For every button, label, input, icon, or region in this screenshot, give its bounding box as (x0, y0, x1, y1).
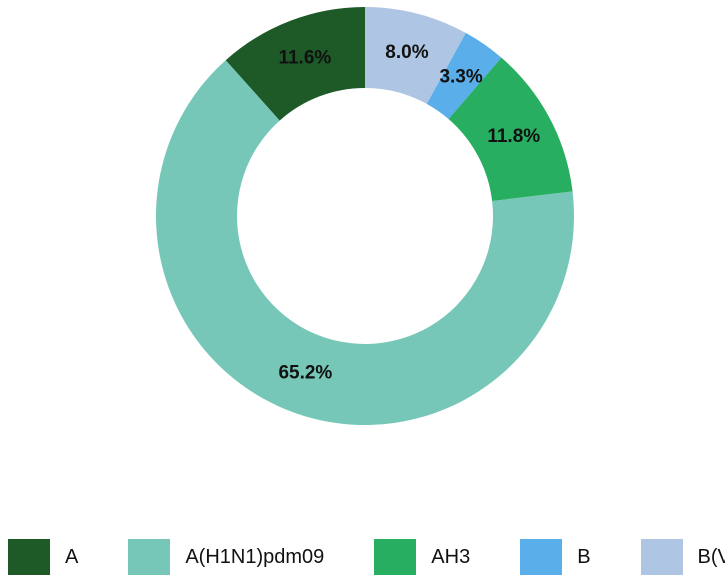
slice (448, 57, 573, 201)
value-label: 65.2% (278, 363, 332, 384)
legend-swatch (128, 539, 171, 575)
legend-item: B(Victoria) (640, 539, 725, 575)
legend-label: AH3 (431, 545, 471, 568)
legend: A A(H1N1)pdm09 AH3 B B(Victoria) (8, 539, 725, 575)
legend-item: A (8, 539, 78, 575)
legend-label: B (577, 545, 591, 568)
slice (225, 7, 365, 121)
value-label: 8.0% (385, 42, 428, 63)
legend-swatch (8, 539, 50, 575)
legend-item: AH3 (374, 539, 470, 575)
legend-label: A(H1N1)pdm09 (185, 545, 325, 568)
value-label: 11.6% (278, 48, 331, 69)
legend-label: B(Victoria) (697, 545, 725, 568)
value-label: 11.8% (487, 126, 540, 147)
donut: 11.6% 65.2% 11.8% 3.3% 8.0% (155, 7, 574, 426)
legend-swatch (374, 539, 417, 575)
slice (365, 7, 466, 104)
slice (426, 32, 502, 119)
legend-swatch (640, 539, 683, 575)
legend-item: A(H1N1)pdm09 (128, 539, 324, 575)
legend-item: B (520, 539, 591, 575)
value-label: 3.3% (439, 67, 482, 88)
legend-label: A (65, 545, 79, 568)
legend-swatch (520, 539, 563, 575)
slice (155, 60, 574, 426)
